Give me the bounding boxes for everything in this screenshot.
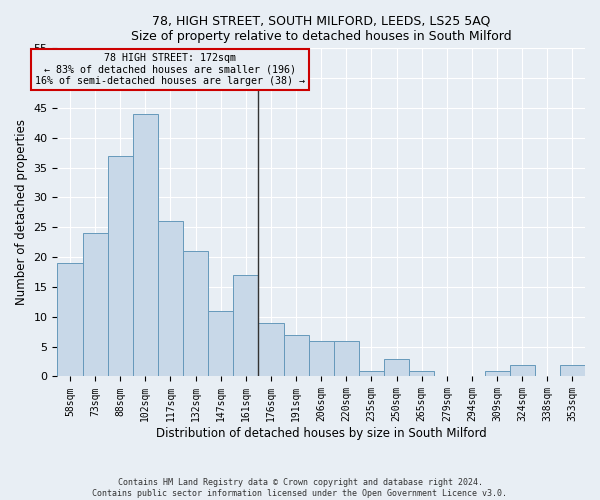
X-axis label: Distribution of detached houses by size in South Milford: Distribution of detached houses by size …	[156, 427, 487, 440]
Bar	[334, 340, 359, 376]
Bar	[208, 311, 233, 376]
Bar	[509, 364, 535, 376]
Bar	[409, 370, 434, 376]
Bar	[183, 251, 208, 376]
Bar	[83, 234, 107, 376]
Bar	[107, 156, 133, 376]
Text: Contains HM Land Registry data © Crown copyright and database right 2024.
Contai: Contains HM Land Registry data © Crown c…	[92, 478, 508, 498]
Y-axis label: Number of detached properties: Number of detached properties	[15, 120, 28, 306]
Bar	[485, 370, 509, 376]
Bar	[259, 323, 284, 376]
Bar	[133, 114, 158, 376]
Bar	[158, 222, 183, 376]
Bar	[284, 334, 308, 376]
Bar	[384, 358, 409, 376]
Text: 78 HIGH STREET: 172sqm
← 83% of detached houses are smaller (196)
16% of semi-de: 78 HIGH STREET: 172sqm ← 83% of detached…	[35, 52, 305, 86]
Bar	[58, 263, 83, 376]
Bar	[308, 340, 334, 376]
Title: 78, HIGH STREET, SOUTH MILFORD, LEEDS, LS25 5AQ
Size of property relative to det: 78, HIGH STREET, SOUTH MILFORD, LEEDS, L…	[131, 15, 512, 43]
Bar	[359, 370, 384, 376]
Bar	[233, 275, 259, 376]
Bar	[560, 364, 585, 376]
